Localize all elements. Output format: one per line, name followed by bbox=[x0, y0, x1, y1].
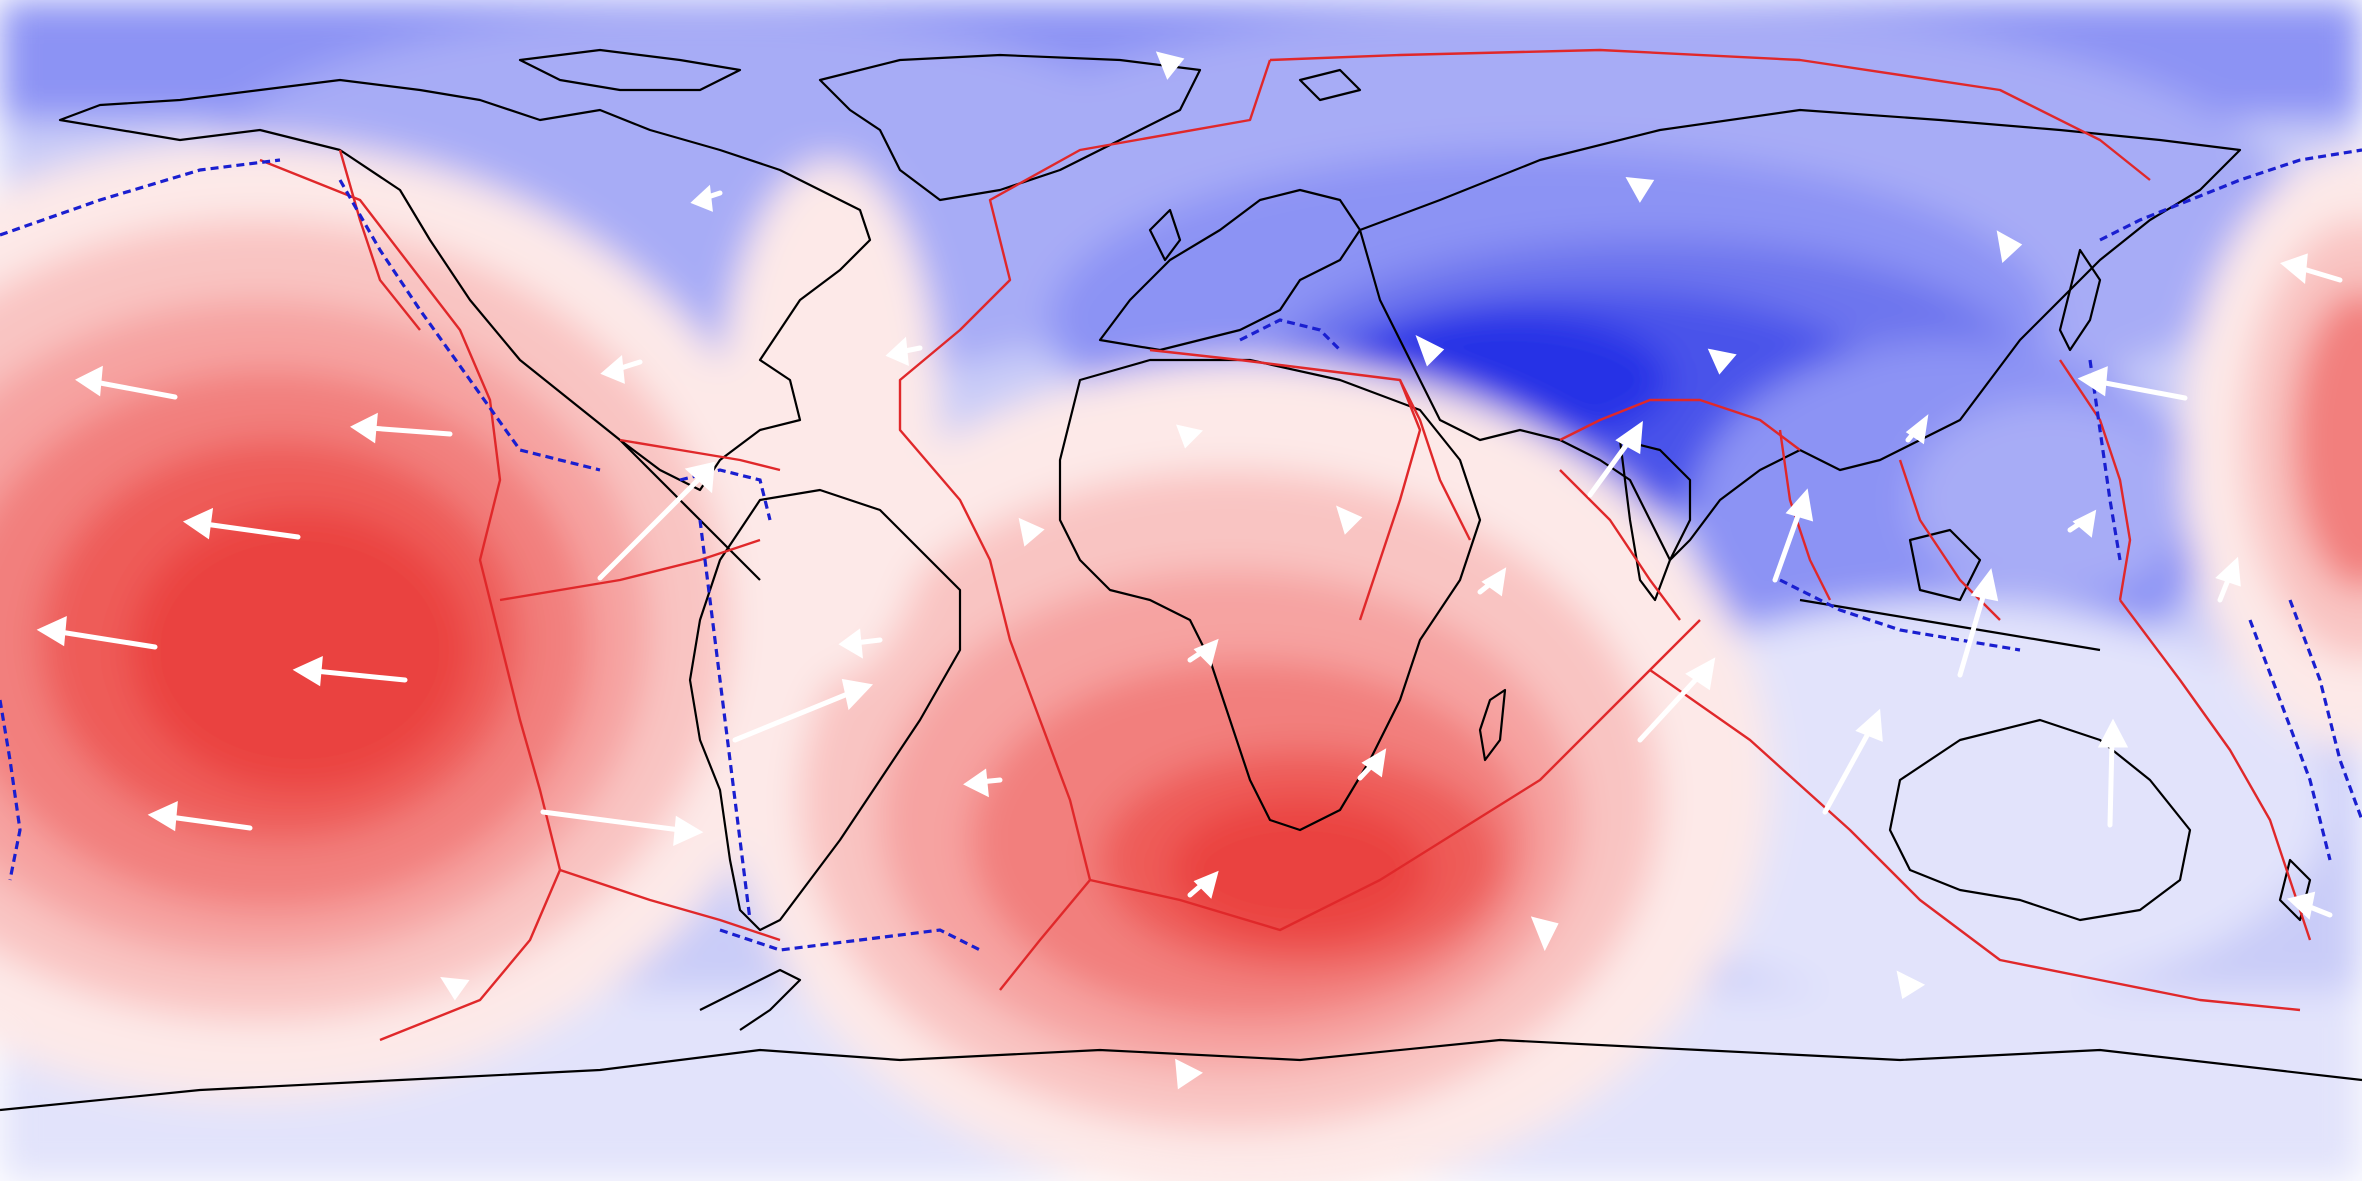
arrow-siberia bbox=[1625, 177, 1655, 203]
arrow-africa-central bbox=[1187, 638, 1219, 667]
arrow-arabia bbox=[1477, 567, 1507, 597]
coast-antarctica bbox=[0, 1038, 2362, 1112]
arrow-north-pacific-east bbox=[2280, 253, 2343, 284]
arrow-canada bbox=[690, 184, 723, 212]
velocity-arrows bbox=[36, 51, 2343, 1090]
boundary-southeast-indian-ridge bbox=[1649, 669, 2301, 1012]
subduction-zones bbox=[0, 148, 2362, 952]
arrow-anatolia bbox=[1415, 334, 1445, 367]
coast-svalbard bbox=[1298, 68, 1362, 102]
coast-arctic-islands bbox=[518, 48, 742, 92]
subduction-east-edge bbox=[2288, 599, 2362, 821]
arrow-new-zealand bbox=[2286, 891, 2333, 920]
arrow-atlantic-mid bbox=[1018, 517, 1045, 547]
arrow-pacific-1 bbox=[75, 365, 178, 400]
coastlines bbox=[0, 48, 2362, 1112]
arrow-mongolia bbox=[1996, 230, 2023, 263]
subduction-sunda bbox=[1779, 578, 2021, 652]
subduction-mediterranean bbox=[1239, 318, 1342, 352]
arrow-mid-atlantic bbox=[885, 336, 923, 367]
arrow-africa-west bbox=[963, 768, 1003, 798]
coast-australia bbox=[1888, 718, 2192, 922]
arrow-sumatra bbox=[1957, 568, 1999, 678]
coast-greenland bbox=[818, 53, 1202, 202]
boundary-nazca-south bbox=[559, 868, 781, 942]
boundary-east-pacific-rise bbox=[259, 158, 562, 1042]
subduction-tonga bbox=[2248, 619, 2332, 861]
arrow-himalaya bbox=[1772, 488, 1814, 583]
coast-africa bbox=[1058, 358, 1482, 832]
subduction-scotia bbox=[719, 928, 981, 952]
coast-asia bbox=[1358, 108, 2242, 562]
arrow-pacific-3 bbox=[182, 507, 301, 540]
boundary-carlsberg bbox=[1559, 469, 1681, 621]
arrow-tibet bbox=[1707, 348, 1737, 375]
arrow-australia bbox=[2097, 718, 2129, 828]
subduction-west-edge bbox=[0, 699, 22, 881]
arrow-africa-south bbox=[1357, 748, 1387, 781]
boundary-arctic-ridge bbox=[1269, 48, 2151, 181]
arrow-indian-south bbox=[1530, 916, 1559, 952]
arrow-india bbox=[1587, 420, 1643, 498]
boundary-mid-atlantic-ridge bbox=[898, 59, 1272, 991]
subduction-japan bbox=[2099, 148, 2362, 242]
boundary-southwest-indian-ridge bbox=[1089, 619, 1701, 932]
arrow-china bbox=[1905, 414, 1929, 445]
boundary-caribbean bbox=[619, 438, 781, 472]
arrow-antarctic-east bbox=[1896, 970, 1926, 1000]
boundary-juan-de-fuca bbox=[338, 149, 421, 331]
arrow-central-america bbox=[597, 461, 715, 581]
arrow-west-pacific bbox=[2077, 366, 2188, 401]
boundary-philippine bbox=[2059, 359, 2132, 601]
arrow-south-america bbox=[732, 678, 874, 743]
arrow-indian-ocean bbox=[1637, 657, 1716, 743]
coast-india bbox=[1618, 438, 1692, 602]
arrow-sahara bbox=[1176, 424, 1203, 449]
coast-north-america bbox=[58, 78, 872, 492]
arrow-north-america bbox=[600, 354, 643, 384]
coast-new-zealand bbox=[2278, 858, 2312, 922]
coast-south-america bbox=[688, 488, 962, 932]
arrow-south-atlantic bbox=[1187, 870, 1219, 899]
arrow-pacific-4 bbox=[36, 615, 158, 650]
boundary-east-african-rift bbox=[1358, 379, 1422, 621]
coast-borneo bbox=[1908, 528, 1982, 602]
arrow-southern-pacific bbox=[440, 977, 470, 1001]
subduction-izu-bonin bbox=[2088, 359, 2122, 561]
boundary-galapagos bbox=[499, 538, 761, 602]
coast-madagascar bbox=[1478, 688, 1507, 762]
arrow-greenland bbox=[1155, 51, 1185, 80]
subduction-aleutian bbox=[0, 158, 281, 237]
plate-boundaries bbox=[259, 48, 2312, 1042]
arrow-pacific-6 bbox=[147, 800, 253, 832]
boundary-pacific-australia bbox=[2119, 599, 2312, 941]
subduction-andes bbox=[698, 519, 752, 921]
coast-japan bbox=[2058, 248, 2102, 352]
boundary-sunda-red bbox=[1778, 429, 1832, 601]
coast-british-isles bbox=[1148, 208, 1182, 262]
coast-antarctic-peninsula bbox=[699, 968, 802, 1031]
arrow-saudi bbox=[1336, 505, 1363, 535]
coast-indonesia bbox=[1799, 598, 2101, 652]
arrow-southern-ocean bbox=[1175, 1058, 1203, 1090]
arrow-australia-west bbox=[1822, 708, 1883, 815]
arrow-pacific-2 bbox=[350, 412, 453, 444]
arrow-tonga bbox=[2215, 556, 2241, 603]
arrow-south-pacific bbox=[540, 809, 704, 847]
boundary-himalaya bbox=[1559, 398, 1801, 451]
subduction-cascadia bbox=[338, 179, 601, 472]
arrow-papua bbox=[2067, 509, 2097, 538]
arrow-south-atlantic-small bbox=[838, 628, 883, 659]
arrow-pacific-5 bbox=[292, 655, 408, 687]
